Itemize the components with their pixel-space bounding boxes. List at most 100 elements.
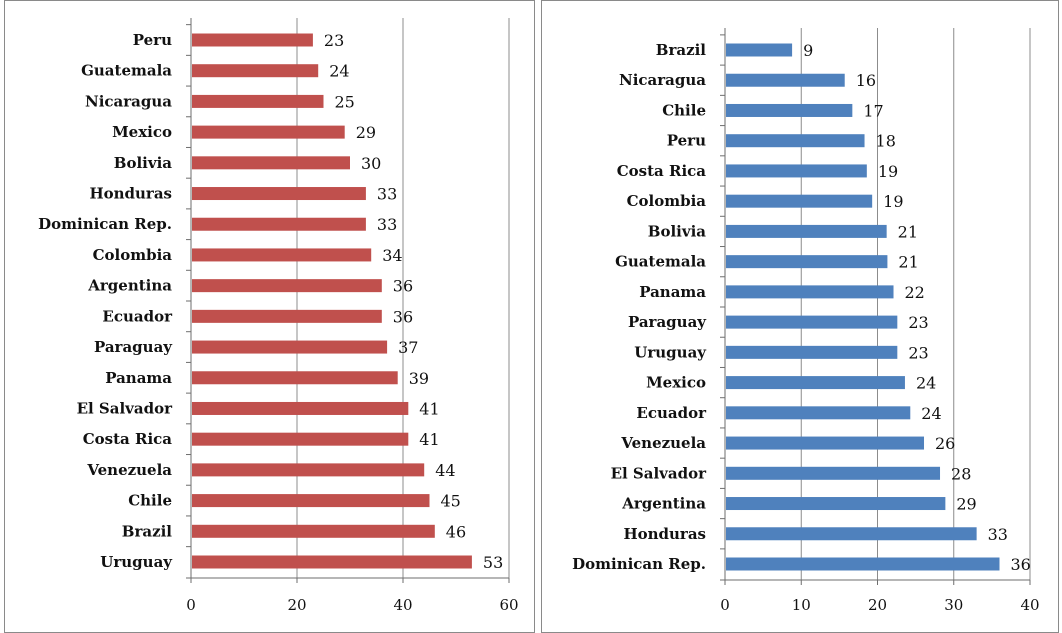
- left-bar-chart: 0 20 40 60 Peru 23 Guatemala 24 Nicaragua 25 Mexic…: [38, 18, 519, 614]
- category-label: Dominican Rep.: [38, 215, 172, 233]
- data-label: 18: [876, 132, 896, 151]
- category-label: Uruguay: [634, 343, 707, 361]
- x-tick-label: 0: [720, 596, 730, 614]
- category-label: Chile: [662, 101, 706, 119]
- bar: [192, 33, 313, 47]
- category-label: Venezuela: [620, 434, 706, 452]
- data-label: 33: [377, 215, 397, 234]
- category-label: Argentina: [621, 495, 706, 513]
- category-label: Chile: [128, 492, 172, 510]
- category-label: Brazil: [122, 522, 173, 540]
- category-label: Guatemala: [81, 62, 172, 80]
- category-label: Mexico: [646, 374, 706, 392]
- data-label: 46: [446, 522, 466, 541]
- bar: [192, 555, 472, 569]
- data-label: 34: [382, 246, 402, 265]
- bar: [726, 345, 898, 359]
- category-label: El Salvador: [77, 399, 174, 417]
- bar: [726, 73, 845, 87]
- category-label: Honduras: [89, 185, 172, 203]
- data-label: 30: [361, 154, 381, 173]
- category-label: Argentina: [87, 277, 172, 295]
- bar: [726, 164, 867, 178]
- data-label: 45: [441, 492, 461, 511]
- category-label: Venezuela: [86, 461, 172, 479]
- data-label: 21: [898, 253, 918, 272]
- category-label: Guatemala: [615, 253, 706, 271]
- category-label: Nicaragua: [85, 92, 172, 110]
- bar: [192, 64, 319, 78]
- bar: [726, 436, 925, 450]
- x-tick-label: 40: [393, 596, 412, 614]
- right-bar-chart: 0 10 20 30 40 Brazil 9 Nicaragua 16 Chile 17 Peru 18…: [572, 28, 1040, 614]
- data-label: 23: [908, 343, 928, 362]
- data-label: 37: [398, 338, 418, 357]
- bar: [192, 494, 430, 508]
- left-chart-panel: 0 20 40 60 Peru 23 Guatemala 24 Nicaragua 25 Mexic…: [4, 0, 535, 633]
- bar: [192, 279, 382, 293]
- bar: [192, 340, 388, 354]
- category-label: Paraguay: [94, 338, 173, 356]
- bar: [192, 156, 350, 170]
- bar: [192, 187, 366, 201]
- category-label: Peru: [667, 132, 706, 150]
- bar: [726, 255, 888, 269]
- bar: [726, 134, 865, 148]
- bar: [192, 217, 366, 231]
- data-label: 39: [409, 369, 429, 388]
- data-label: 17: [863, 101, 883, 120]
- bar: [726, 466, 941, 480]
- category-label: El Salvador: [611, 464, 708, 482]
- bar: [726, 194, 873, 208]
- category-label: Panama: [105, 369, 172, 387]
- bar: [726, 315, 898, 329]
- data-label: 19: [878, 162, 898, 181]
- x-tick-label: 10: [792, 596, 811, 614]
- bar: [192, 248, 372, 262]
- right-chart-panel: 0 10 20 30 40 Brazil 9 Nicaragua 16 Chile 17 Peru 18…: [541, 0, 1059, 633]
- x-tick-label: 60: [499, 596, 518, 614]
- category-label: Panama: [639, 283, 706, 301]
- data-label: 24: [921, 404, 941, 423]
- data-label: 41: [419, 399, 439, 418]
- category-label: Nicaragua: [619, 71, 706, 89]
- bar: [726, 527, 977, 541]
- bar: [726, 406, 911, 420]
- data-label: 16: [856, 71, 876, 90]
- x-tick-label: 40: [1020, 596, 1039, 614]
- bar: [192, 463, 425, 477]
- x-tick-label: 0: [186, 596, 196, 614]
- bar: [192, 94, 324, 108]
- data-label: 53: [483, 553, 503, 572]
- data-label: 28: [951, 464, 971, 483]
- category-label: Brazil: [656, 41, 707, 59]
- data-label: 23: [324, 31, 344, 50]
- data-label: 33: [988, 525, 1008, 544]
- x-tick-label: 30: [944, 596, 963, 614]
- category-label: Costa Rica: [83, 430, 173, 448]
- category-label: Honduras: [623, 525, 706, 543]
- x-tick-label: 20: [868, 596, 887, 614]
- bar: [192, 432, 409, 446]
- bar: [726, 557, 1000, 571]
- data-label: 36: [393, 277, 413, 296]
- bar: [726, 285, 894, 299]
- bar: [192, 401, 409, 415]
- category-label: Bolivia: [648, 222, 706, 240]
- data-label: 21: [898, 222, 918, 241]
- bar: [726, 103, 853, 117]
- bar: [192, 125, 345, 139]
- category-label: Colombia: [627, 192, 707, 210]
- data-label: 29: [356, 123, 376, 142]
- category-label: Paraguay: [628, 313, 707, 331]
- data-label: 22: [905, 283, 925, 302]
- data-label: 24: [329, 62, 349, 81]
- data-label: 33: [377, 185, 397, 204]
- category-label: Peru: [133, 31, 172, 49]
- bar: [192, 309, 382, 323]
- category-label: Mexico: [112, 123, 172, 141]
- bar: [726, 376, 905, 390]
- data-label: 9: [803, 41, 813, 60]
- data-label: 36: [393, 307, 413, 326]
- bar: [192, 524, 435, 538]
